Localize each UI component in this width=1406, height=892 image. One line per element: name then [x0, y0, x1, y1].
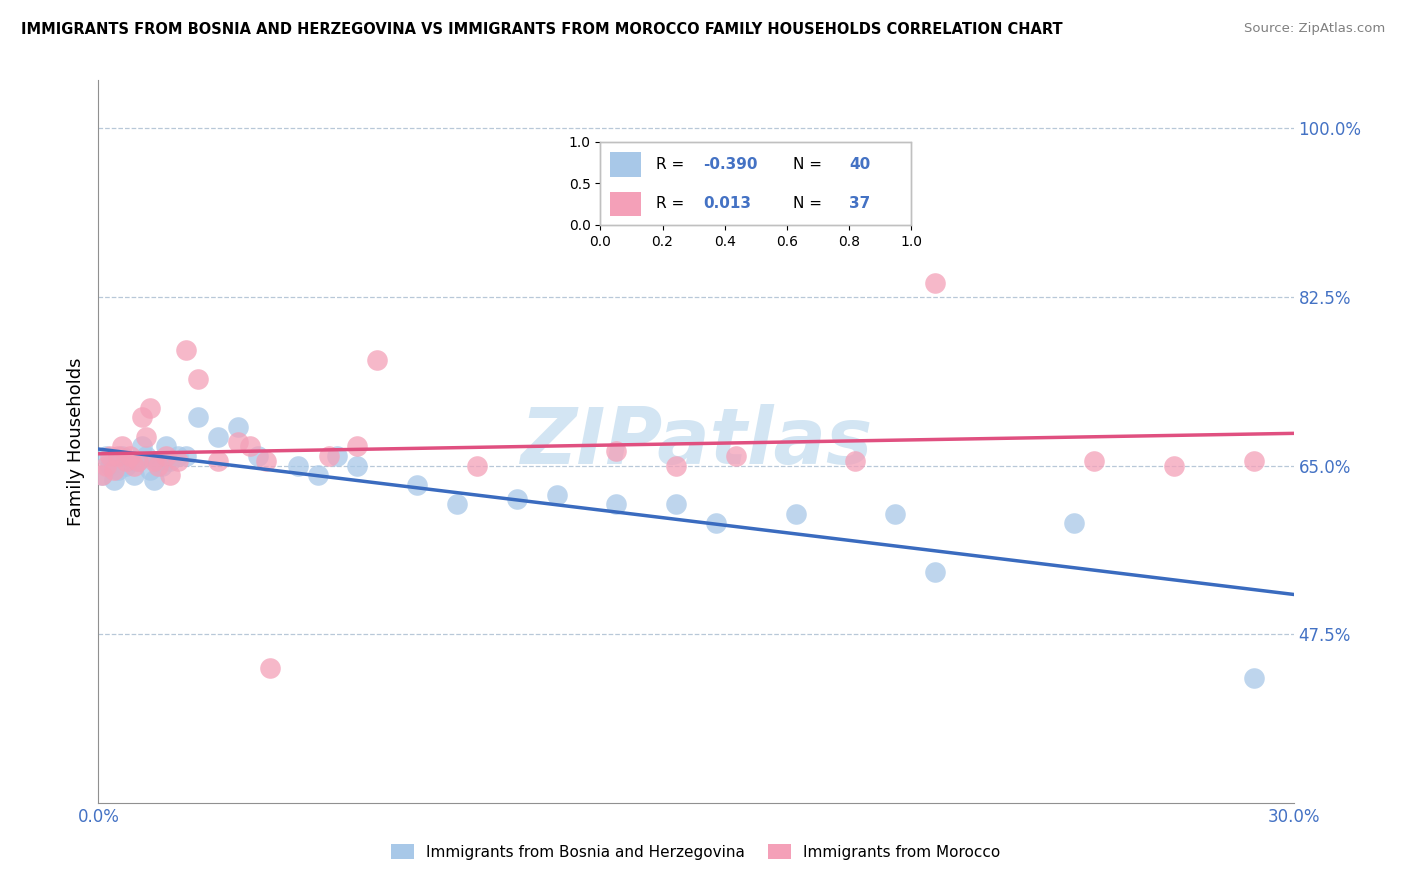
Point: [239, 439, 262, 453]
Point: [148, 458, 170, 473]
Point: [143, 473, 166, 487]
Point: [1083, 454, 1105, 468]
Point: [546, 487, 568, 501]
Point: [103, 463, 125, 477]
Point: [91, 468, 114, 483]
Point: [884, 507, 907, 521]
Point: [924, 276, 946, 290]
Text: ZIPatlas: ZIPatlas: [520, 403, 872, 480]
Point: [226, 434, 249, 449]
Point: [127, 454, 149, 468]
Point: [111, 449, 134, 463]
Point: [1243, 454, 1265, 468]
Point: [98, 458, 122, 473]
Point: [91, 468, 114, 483]
Point: [346, 439, 368, 453]
Point: [150, 458, 173, 473]
Point: [1243, 671, 1265, 685]
Point: [724, 449, 747, 463]
Point: [318, 449, 340, 463]
Point: [111, 439, 134, 453]
Point: [148, 454, 170, 468]
Point: [155, 449, 177, 463]
Point: [103, 473, 125, 487]
Y-axis label: Family Households: Family Households: [66, 358, 84, 525]
Point: [506, 492, 529, 507]
Point: [139, 401, 162, 415]
Legend: Immigrants from Bosnia and Herzegovina, Immigrants from Morocco: Immigrants from Bosnia and Herzegovina, …: [384, 836, 1008, 867]
Point: [187, 410, 209, 425]
Point: [254, 454, 277, 468]
Point: [124, 458, 146, 473]
Point: [98, 449, 122, 463]
Point: [465, 458, 488, 473]
Point: [115, 454, 138, 468]
Point: [665, 497, 688, 511]
Point: [406, 478, 429, 492]
Point: [1063, 516, 1085, 531]
Point: [259, 661, 281, 675]
Point: [120, 449, 142, 463]
Point: [135, 430, 157, 444]
Point: [131, 439, 153, 453]
Point: [135, 449, 157, 463]
Point: [131, 410, 153, 425]
Point: [605, 497, 627, 511]
Point: [107, 449, 129, 463]
Point: [159, 454, 181, 468]
Point: [665, 458, 688, 473]
Point: [844, 454, 866, 468]
Point: [704, 516, 727, 531]
Point: [346, 458, 368, 473]
Point: [605, 444, 627, 458]
Point: [187, 372, 209, 386]
Point: [96, 449, 118, 463]
Point: [159, 468, 181, 483]
Point: [115, 458, 138, 473]
Point: [785, 507, 807, 521]
Point: [124, 468, 146, 483]
Point: [127, 454, 149, 468]
Point: [207, 454, 229, 468]
Point: [366, 352, 388, 367]
Point: [120, 454, 142, 468]
Point: [167, 454, 190, 468]
Point: [924, 565, 946, 579]
Point: [446, 497, 468, 511]
Point: [174, 343, 197, 357]
Point: [167, 449, 190, 463]
Text: Source: ZipAtlas.com: Source: ZipAtlas.com: [1244, 22, 1385, 36]
Point: [96, 458, 118, 473]
Point: [246, 449, 269, 463]
Point: [143, 454, 166, 468]
Point: [307, 468, 329, 483]
Point: [226, 420, 249, 434]
Point: [139, 463, 162, 477]
Point: [1163, 458, 1185, 473]
Point: [326, 449, 349, 463]
Point: [207, 430, 229, 444]
Point: [107, 463, 129, 477]
Point: [174, 449, 197, 463]
Text: IMMIGRANTS FROM BOSNIA AND HERZEGOVINA VS IMMIGRANTS FROM MOROCCO FAMILY HOUSEHO: IMMIGRANTS FROM BOSNIA AND HERZEGOVINA V…: [21, 22, 1063, 37]
Point: [155, 439, 177, 453]
Point: [287, 458, 309, 473]
